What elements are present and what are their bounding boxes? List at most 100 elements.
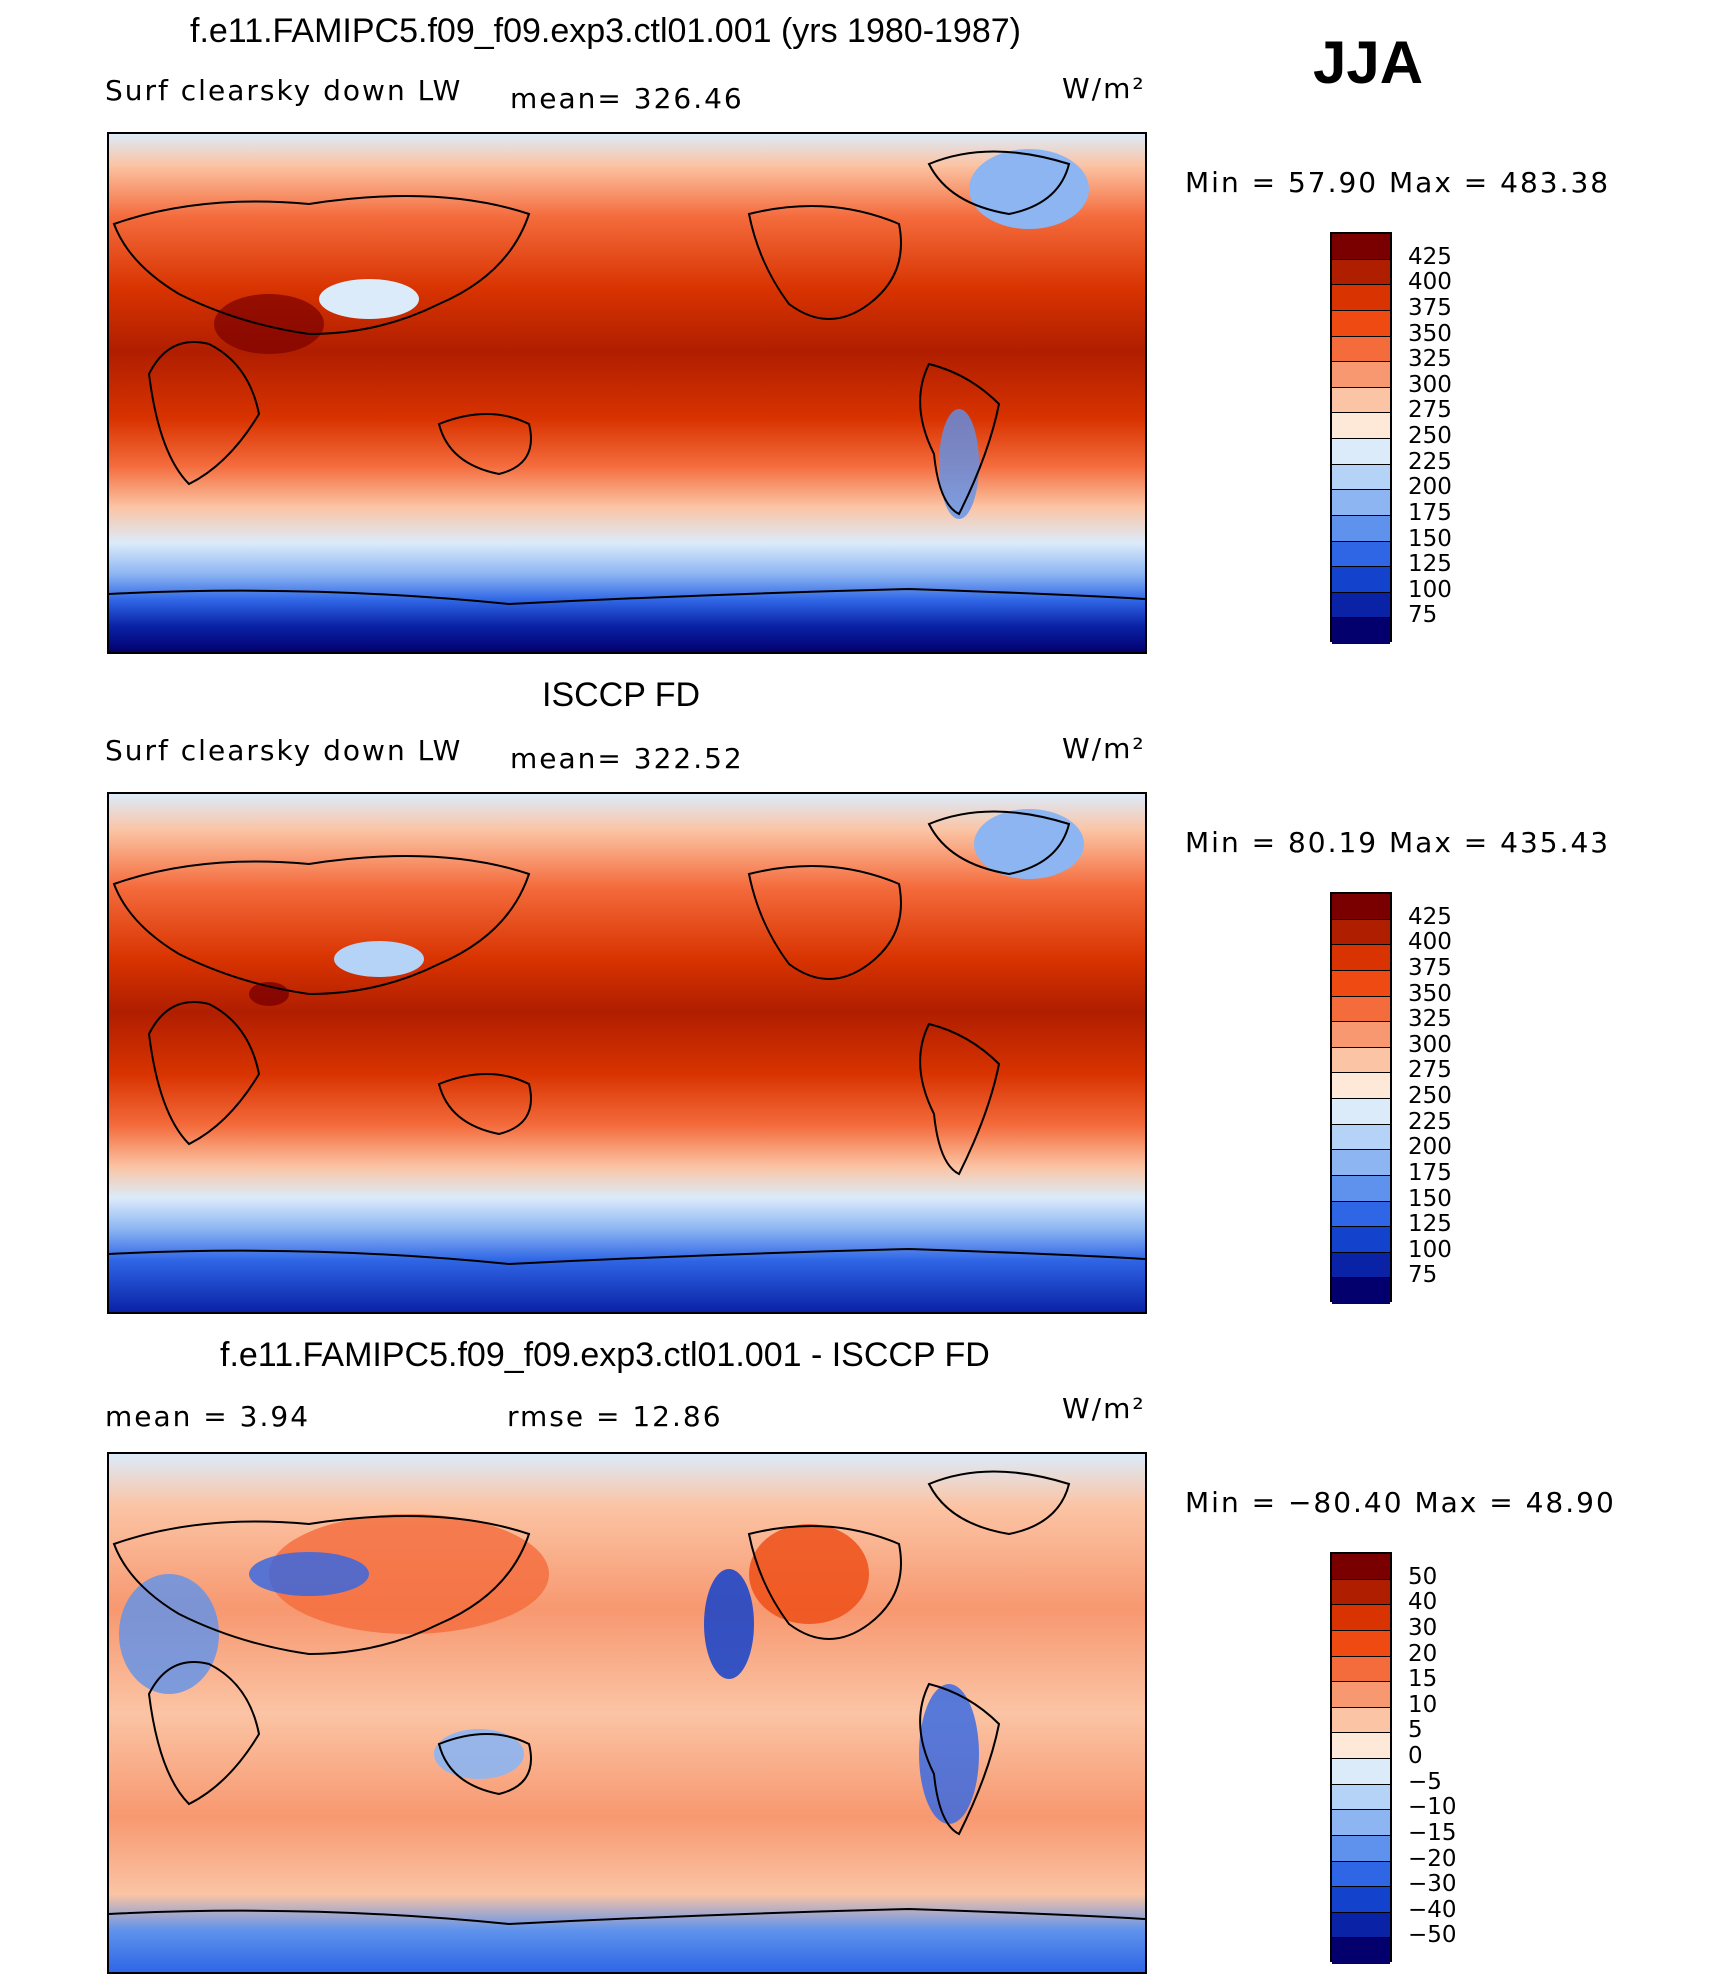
season-label: JJA bbox=[1313, 29, 1424, 96]
colorbar-label: 250 bbox=[1408, 423, 1452, 449]
colorbar-label: 10 bbox=[1408, 1691, 1438, 1718]
colorbar-label: 100 bbox=[1408, 576, 1452, 603]
panel3-colorbar bbox=[1330, 1552, 1392, 1964]
panel1-minmax: Min = 57.90 Max = 483.38 bbox=[1185, 166, 1611, 199]
panel2-map bbox=[107, 792, 1147, 1314]
colorbar-swatch bbox=[1332, 362, 1390, 388]
colorbar-swatch bbox=[1332, 464, 1390, 491]
colorbar-label: 200 bbox=[1408, 1134, 1452, 1161]
mideast-cold bbox=[249, 1552, 369, 1596]
colorbar-swatch bbox=[1332, 387, 1390, 414]
panel3-title: f.e11.FAMIPC5.f09_f09.exp3.ctl01.001 - I… bbox=[220, 1336, 990, 1374]
africa-cold bbox=[119, 1574, 219, 1694]
colorbar-label: 375 bbox=[1408, 294, 1452, 321]
panel2-minmax: Min = 80.19 Max = 435.43 bbox=[1185, 826, 1611, 859]
greenland-cold bbox=[969, 149, 1089, 229]
colorbar-swatch bbox=[1332, 1759, 1390, 1785]
colorbar-swatch bbox=[1332, 310, 1390, 337]
panel2-variable: Surf clearsky down LW bbox=[105, 734, 463, 767]
colorbar-swatch bbox=[1332, 970, 1390, 997]
colorbar-swatch bbox=[1332, 945, 1390, 971]
colorbar-swatch bbox=[1332, 1099, 1390, 1125]
colorbar-swatch bbox=[1332, 259, 1390, 286]
panel3-mean: mean = 3.94 bbox=[105, 1400, 311, 1433]
colorbar-label: 275 bbox=[1408, 397, 1452, 424]
colorbar-swatch bbox=[1332, 1073, 1390, 1099]
colorbar-label: 200 bbox=[1408, 474, 1452, 501]
colorbar-swatch bbox=[1332, 413, 1390, 439]
panel3-rmse: rmse = 12.86 bbox=[507, 1400, 723, 1433]
colorbar-swatch bbox=[1332, 1733, 1390, 1759]
colorbar-label: 15 bbox=[1408, 1666, 1438, 1693]
colorbar-swatch bbox=[1332, 919, 1390, 946]
colorbar-label: 125 bbox=[1408, 1211, 1452, 1238]
panel1-units: W/m² bbox=[1062, 72, 1146, 105]
colorbar-label: 175 bbox=[1408, 1159, 1452, 1186]
colorbar-label: 150 bbox=[1408, 525, 1452, 552]
colorbar-swatch bbox=[1332, 1150, 1390, 1176]
panel3-units: W/m² bbox=[1062, 1392, 1146, 1425]
colorbar-swatch bbox=[1332, 1022, 1390, 1048]
panel2-colorbar bbox=[1330, 892, 1392, 1304]
colorbar-label: 5 bbox=[1408, 1717, 1423, 1744]
colorbar-label: 50 bbox=[1408, 1563, 1438, 1590]
colorbar-swatch bbox=[1332, 1707, 1390, 1734]
panel1-variable: Surf clearsky down LW bbox=[105, 74, 463, 107]
colorbar-swatch bbox=[1332, 285, 1390, 311]
panel2-units: W/m² bbox=[1062, 732, 1146, 765]
colorbar-label: 350 bbox=[1408, 320, 1452, 347]
australia-cold bbox=[434, 1729, 524, 1779]
colorbar-swatch bbox=[1332, 567, 1390, 593]
colorbar-swatch bbox=[1332, 1810, 1390, 1836]
colorbar-label: 20 bbox=[1408, 1640, 1438, 1667]
colorbar-label: 275 bbox=[1408, 1057, 1452, 1084]
colorbar-swatch bbox=[1332, 894, 1390, 920]
colorbar-swatch bbox=[1332, 515, 1390, 542]
ca-cold bbox=[704, 1569, 754, 1679]
panel1-title: f.e11.FAMIPC5.f09_f09.exp3.ctl01.001 (yr… bbox=[190, 12, 1021, 50]
colorbar-label: 425 bbox=[1408, 243, 1452, 270]
colorbar-label: −5 bbox=[1408, 1768, 1442, 1795]
colorbar-swatch bbox=[1332, 1047, 1390, 1074]
colorbar-label: 175 bbox=[1408, 499, 1452, 526]
colorbar-swatch bbox=[1332, 234, 1390, 260]
colorbar-label: 375 bbox=[1408, 954, 1452, 981]
colorbar-label: 125 bbox=[1408, 551, 1452, 578]
colorbar-label: −30 bbox=[1408, 1871, 1457, 1898]
colorbar-swatch bbox=[1332, 1887, 1390, 1913]
colorbar-swatch bbox=[1332, 1227, 1390, 1253]
colorbar-swatch bbox=[1332, 541, 1390, 568]
colorbar-swatch bbox=[1332, 1912, 1390, 1939]
colorbar-label: 250 bbox=[1408, 1083, 1452, 1109]
colorbar-label: −20 bbox=[1408, 1845, 1457, 1872]
colorbar-swatch bbox=[1332, 1861, 1390, 1888]
colorbar-swatch bbox=[1332, 1938, 1390, 1964]
colorbar-swatch bbox=[1332, 1554, 1390, 1580]
panel2-title: ISCCP FD bbox=[542, 676, 701, 714]
colorbar-swatch bbox=[1332, 490, 1390, 516]
colorbar-swatch bbox=[1332, 996, 1390, 1023]
colorbar-swatch bbox=[1332, 1278, 1390, 1304]
colorbar-label: 150 bbox=[1408, 1185, 1452, 1212]
colorbar-label: −10 bbox=[1408, 1794, 1457, 1821]
colorbar-label: 325 bbox=[1408, 346, 1452, 373]
colorbar-label: 300 bbox=[1408, 371, 1452, 398]
colorbar-label: 425 bbox=[1408, 903, 1452, 930]
samerica-cold bbox=[919, 1684, 979, 1824]
colorbar-label: 225 bbox=[1408, 448, 1452, 475]
colorbar-label: 350 bbox=[1408, 980, 1452, 1007]
colorbar-label: 30 bbox=[1408, 1614, 1438, 1641]
panel3-map bbox=[107, 1452, 1147, 1974]
colorbar-label: 325 bbox=[1408, 1006, 1452, 1033]
panel1-colorbar bbox=[1330, 232, 1392, 644]
tibet-cold bbox=[334, 941, 424, 977]
colorbar-swatch bbox=[1332, 1252, 1390, 1279]
colorbar-swatch bbox=[1332, 1124, 1390, 1151]
colorbar-label: −15 bbox=[1408, 1819, 1457, 1846]
colorbar-label: −40 bbox=[1408, 1896, 1457, 1923]
colorbar-label: 40 bbox=[1408, 1589, 1438, 1616]
colorbar-swatch bbox=[1332, 336, 1390, 363]
colorbar-label: 0 bbox=[1408, 1743, 1423, 1769]
hotspot-india bbox=[214, 294, 324, 354]
colorbar-label: 225 bbox=[1408, 1108, 1452, 1135]
